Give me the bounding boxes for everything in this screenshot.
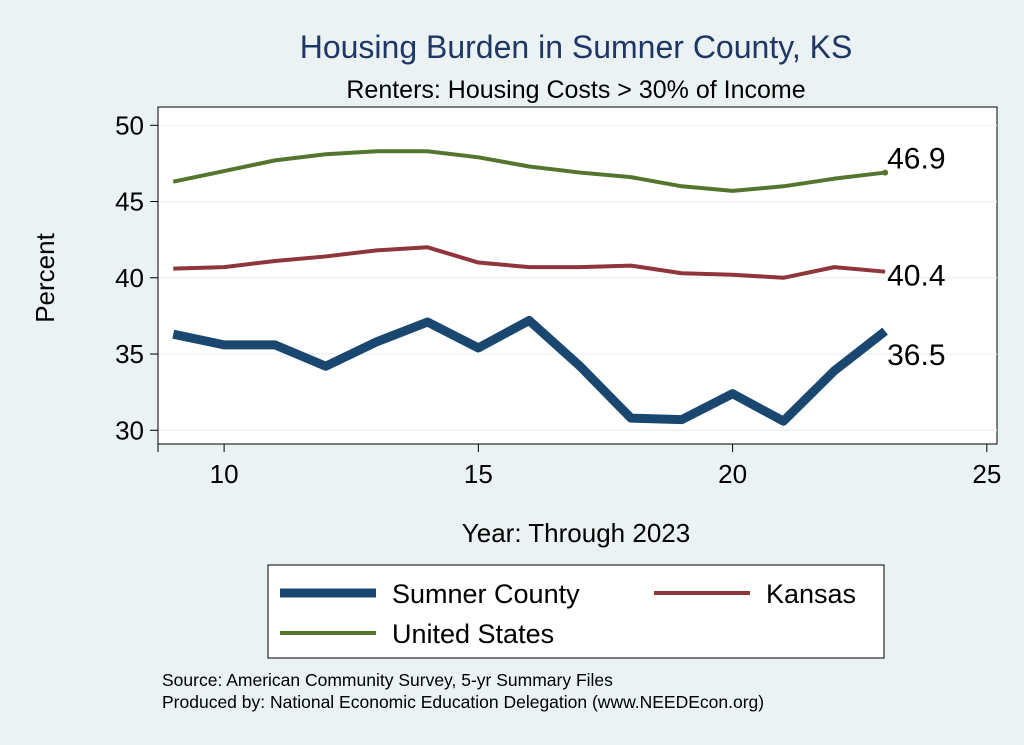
- end-label-kansas: 40.4: [887, 260, 945, 293]
- end-label-united-states: 46.9: [887, 143, 945, 176]
- end-marker-united-states: [882, 169, 889, 176]
- legend: Sumner County Kansas United States: [280, 579, 856, 649]
- legend-box: [267, 564, 885, 659]
- producer-note: Produced by: National Economic Education…: [162, 692, 764, 712]
- x-tick-label: 25: [972, 459, 1001, 489]
- y-tick-label: 35: [115, 339, 144, 369]
- axes: 30 35 40 45 50 10 15 20 25: [115, 107, 1001, 489]
- source-note: Source: American Community Survey, 5-yr …: [162, 670, 613, 690]
- plot-area: [157, 106, 998, 445]
- y-tick-label: 50: [115, 110, 144, 140]
- x-axis-title: Year: Through 2023: [462, 518, 690, 548]
- y-tick-label: 40: [115, 263, 144, 293]
- chart-title: Housing Burden in Sumner County, KS: [300, 29, 853, 65]
- legend-label-kansas: Kansas: [766, 579, 856, 609]
- y-axis-title: Percent: [30, 232, 60, 322]
- x-tick-label: 15: [464, 459, 493, 489]
- end-labels: 36.5 40.4 46.9: [882, 143, 946, 372]
- x-tick-label: 10: [210, 459, 239, 489]
- y-tick-label: 45: [115, 187, 144, 217]
- legend-label-sumner-county: Sumner County: [392, 579, 580, 609]
- end-label-sumner-county: 36.5: [887, 339, 945, 372]
- series-layer: [172, 149, 888, 426]
- y-tick-label: 30: [115, 415, 144, 445]
- chart-subtitle: Renters: Housing Costs > 30% of Income: [346, 76, 805, 104]
- legend-label-united-states: United States: [392, 619, 554, 649]
- x-tick-label: 20: [718, 459, 747, 489]
